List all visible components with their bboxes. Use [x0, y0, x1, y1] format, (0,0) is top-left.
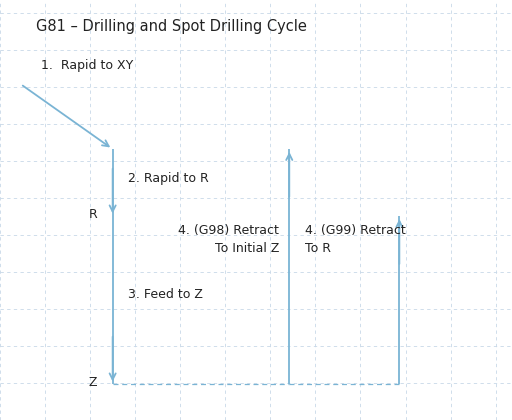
- Text: G81 – Drilling and Spot Drilling Cycle: G81 – Drilling and Spot Drilling Cycle: [36, 19, 307, 34]
- Text: 4. (G98) Retract
To Initial Z: 4. (G98) Retract To Initial Z: [178, 224, 279, 255]
- Text: 4. (G99) Retract
To R: 4. (G99) Retract To R: [305, 224, 406, 255]
- Text: 2. Rapid to R: 2. Rapid to R: [128, 172, 209, 185]
- Text: 3. Feed to Z: 3. Feed to Z: [128, 288, 203, 300]
- Text: 1.  Rapid to XY: 1. Rapid to XY: [41, 59, 133, 71]
- Text: R: R: [89, 208, 97, 221]
- Text: Z: Z: [89, 376, 97, 389]
